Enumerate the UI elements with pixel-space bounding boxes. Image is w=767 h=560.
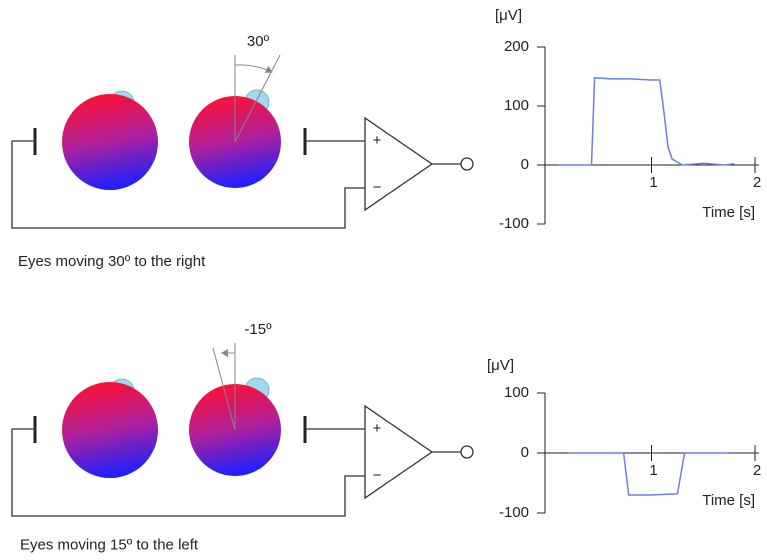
caption: Eyes moving 15º to the left [20, 537, 199, 554]
wire [11, 428, 365, 517]
x-tick-label: 1 [649, 174, 657, 191]
head [62, 94, 158, 190]
x-label: Time [s] [702, 492, 755, 509]
amplifier [364, 116, 434, 212]
x-tick-label: 2 [753, 174, 761, 191]
output [460, 445, 474, 459]
y-tick-label: 0 [521, 156, 529, 173]
wire [11, 140, 365, 229]
x-tick-label: 1 [649, 462, 657, 479]
angle-label: 30º [247, 33, 270, 50]
output [460, 157, 474, 171]
y-label: [μV] [487, 357, 514, 374]
plus-sign: + [373, 132, 382, 149]
y-label: [μV] [495, 7, 522, 24]
amplifier [364, 404, 434, 500]
angle-arrow [234, 64, 273, 74]
y-tick-label: 0 [521, 444, 529, 461]
y-tick-label: 200 [504, 38, 529, 55]
angle-line [212, 347, 236, 431]
y-tick-label: -100 [499, 215, 529, 232]
y-tick-label: -100 [499, 504, 529, 521]
x-label: Time [s] [702, 204, 755, 221]
x-tick-label: 2 [753, 462, 761, 479]
y-tick-label: 100 [504, 97, 529, 114]
caption: Eyes moving 30º to the right [18, 253, 206, 270]
minus-sign: − [373, 179, 382, 196]
head [62, 382, 158, 478]
angle-label: -15º [244, 321, 272, 338]
y-tick-label: 100 [504, 384, 529, 401]
plus-sign: + [373, 420, 382, 437]
signal-line [558, 76, 735, 166]
minus-sign: − [373, 467, 382, 484]
signal-line [568, 452, 730, 496]
